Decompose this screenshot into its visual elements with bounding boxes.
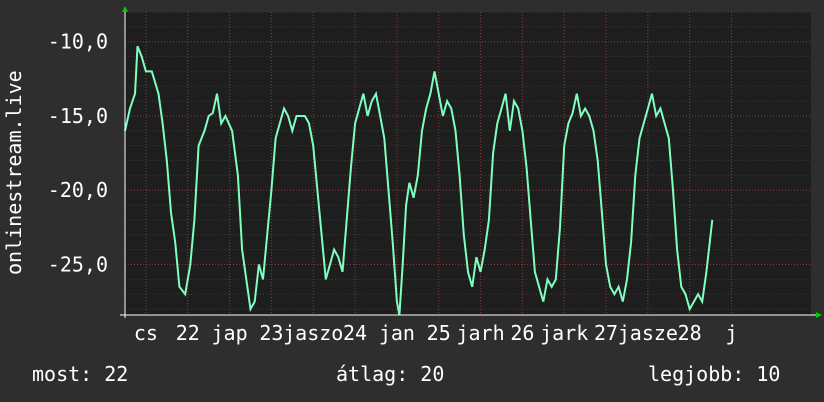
- x-tick-label: jark: [540, 321, 588, 345]
- x-tick-label: jan: [379, 321, 415, 345]
- y-tick-label: -20,0: [48, 178, 108, 202]
- x-tick-label: 24: [343, 321, 367, 345]
- current-value: most: 22: [32, 362, 129, 386]
- x-tick-label: j: [726, 321, 738, 345]
- y-tick-label: -25,0: [48, 253, 108, 277]
- x-tick-label: cs: [134, 321, 158, 345]
- x-tick-label: jap: [212, 321, 248, 345]
- x-axis-ticks: cs 22 jap 23 jaszo 24 jan 25 jarh 26 jark 27 jasze 28…: [134, 321, 738, 345]
- series-line: [124, 45, 714, 316]
- x-tick-label: 26: [510, 321, 534, 345]
- x-tick-label: 23: [259, 321, 283, 345]
- y-tick-label: -15,0: [48, 104, 108, 128]
- y-axis-arrow: [122, 6, 128, 12]
- x-tick-label: 28: [678, 321, 702, 345]
- average-value: átlag: 20: [336, 362, 445, 386]
- x-tick-label: jarh: [456, 321, 504, 345]
- x-tick-label: 27: [594, 321, 618, 345]
- x-axis-arrow: [816, 312, 822, 318]
- x-tick-label: 25: [427, 321, 451, 345]
- y-axis-ticks: -10,0 -15,0 -20,0 -25,0: [48, 30, 108, 277]
- x-tick-label: jaszo: [283, 321, 343, 345]
- max-value: legjobb: 10: [648, 362, 781, 386]
- y-axis-label: onlinestream.live: [2, 70, 26, 275]
- x-tick-label: 22: [176, 321, 200, 345]
- y-tick-label: -10,0: [48, 30, 108, 54]
- footer-stats: most: 22 átlag: 20 legjobb: 10: [0, 362, 824, 392]
- x-tick-label: jasze: [618, 321, 678, 345]
